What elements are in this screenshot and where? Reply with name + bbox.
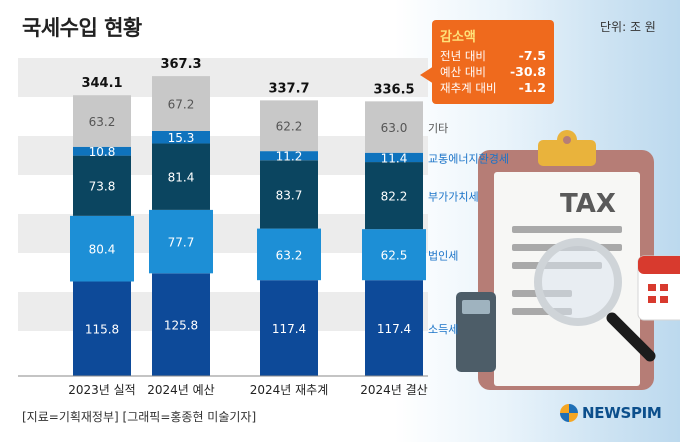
bar-segment [362, 229, 426, 281]
bar-segment [149, 209, 213, 274]
bar-value-label: 11.4 [381, 151, 408, 165]
bar-value-label: 81.4 [168, 171, 195, 185]
bar-segment [365, 152, 423, 163]
legend-label: 기타 [428, 122, 448, 135]
x-tick-label: 2024년 결산 [360, 383, 427, 397]
callout-row: 재추계 대비 -1.2 [440, 80, 546, 96]
decrease-callout: 감소액 전년 대비 -7.5 예산 대비 -30.8 재추계 대비 -1.2 [432, 20, 554, 104]
bar-value-label: 117.4 [272, 322, 306, 336]
total-label: 336.5 [373, 82, 414, 97]
bar-value-label: 117.4 [377, 322, 411, 336]
bar-value-label: 82.2 [381, 190, 408, 204]
bar-value-label: 63.2 [276, 248, 303, 262]
bar-segment [73, 146, 131, 156]
bar-segment [73, 281, 131, 376]
bar-value-label: 73.8 [89, 180, 116, 194]
logo-text: NEWSPIM [582, 404, 662, 422]
clipboard-clip-hole [563, 136, 571, 144]
callout-row-value: -1.2 [518, 80, 546, 95]
calendar-cell [660, 296, 668, 303]
clipboard-clip [538, 140, 596, 166]
calendar-header [638, 256, 680, 274]
x-tick-label: 2023년 실적 [68, 383, 135, 397]
bars [70, 76, 426, 376]
legend-label: 부가가치세 [428, 191, 479, 204]
chart-title: 국세수입 현황 [22, 16, 142, 40]
callout-row: 전년 대비 -7.5 [440, 48, 546, 64]
bar-value-label: 115.8 [85, 323, 119, 337]
bar-segment [260, 280, 318, 376]
total-label: 344.1 [81, 76, 122, 91]
legend-label: 교통에너지환경세 [428, 152, 509, 165]
newspim-logo: NEWSPIM [560, 404, 662, 422]
bar-value-label: 10.8 [89, 145, 116, 159]
x-tick-label: 2024년 재추계 [250, 383, 329, 397]
bar-segment [152, 273, 210, 376]
bar-segment [365, 101, 423, 153]
source-credit: [지료=기획재정부] [그래픽=홍종현 미술기자] [22, 410, 257, 424]
bar-segment [152, 76, 210, 131]
value-labels: 115.8 80.4 73.8 10.8 63.2 344.1 125.8 77.7 81.4 1… [81, 57, 414, 337]
calculator-screen [462, 300, 490, 314]
bar-segment [152, 143, 210, 210]
callout-row-value: -30.8 [509, 64, 546, 79]
callout-tail [420, 66, 434, 84]
bar-value-label: 63.0 [381, 121, 408, 135]
magnifier-glass [534, 238, 622, 326]
total-label: 367.3 [160, 57, 201, 72]
bar-value-label: 62.5 [381, 249, 408, 263]
bar-segment [70, 215, 134, 282]
tax-clipboard-illustration [456, 130, 680, 390]
magnifier-handle [606, 312, 656, 362]
callout-row-label: 예산 대비 [440, 65, 486, 79]
legend: 소득세 법인세 부가가치세 교통에너지환경세 기타 [428, 122, 509, 336]
bar-segment [152, 130, 210, 144]
bar-value-label: 83.7 [276, 188, 303, 202]
bar-value-label: 67.2 [168, 98, 195, 112]
tax-word-graphic: TAX [560, 189, 616, 219]
bar-segment [73, 95, 131, 147]
background-band [18, 58, 428, 97]
bar-value-label: 63.2 [89, 115, 116, 129]
calendar-cell [648, 296, 656, 303]
callout-row: 예산 대비 -30.8 [440, 64, 546, 80]
bar-value-label: 80.4 [89, 243, 116, 257]
callout-row-label: 전년 대비 [440, 49, 486, 63]
x-tick-label: 2024년 예산 [147, 383, 214, 397]
callout-row-label: 재추계 대비 [440, 81, 497, 95]
callout-title: 감소액 [440, 30, 476, 45]
bar-value-label: 77.7 [168, 236, 195, 250]
unit-label: 단위: 조 원 [600, 20, 656, 34]
total-label: 337.7 [268, 81, 309, 96]
bar-value-label: 62.2 [276, 120, 303, 134]
callout-row-value: -7.5 [518, 48, 546, 63]
bar-value-label: 125.8 [164, 319, 198, 333]
bar-segment [260, 160, 318, 229]
legend-label: 소득세 [428, 323, 458, 336]
legend-label: 법인세 [428, 250, 458, 263]
bar-segment [73, 155, 131, 216]
bar-segment [257, 228, 321, 281]
paper-line [512, 226, 622, 233]
calendar-cell [648, 284, 656, 291]
bar-segment [365, 162, 423, 230]
logo-mark-icon [560, 404, 578, 422]
bar-segment [260, 151, 318, 161]
bar-value-label: 15.3 [168, 131, 195, 145]
bar-segment [365, 280, 423, 376]
bar-value-label: 11.2 [276, 150, 303, 164]
x-axis: 2023년 실적 2024년 예산 2024년 재추계 2024년 결산 [18, 375, 428, 397]
bar-segment [260, 100, 318, 152]
calendar-cell [660, 284, 668, 291]
